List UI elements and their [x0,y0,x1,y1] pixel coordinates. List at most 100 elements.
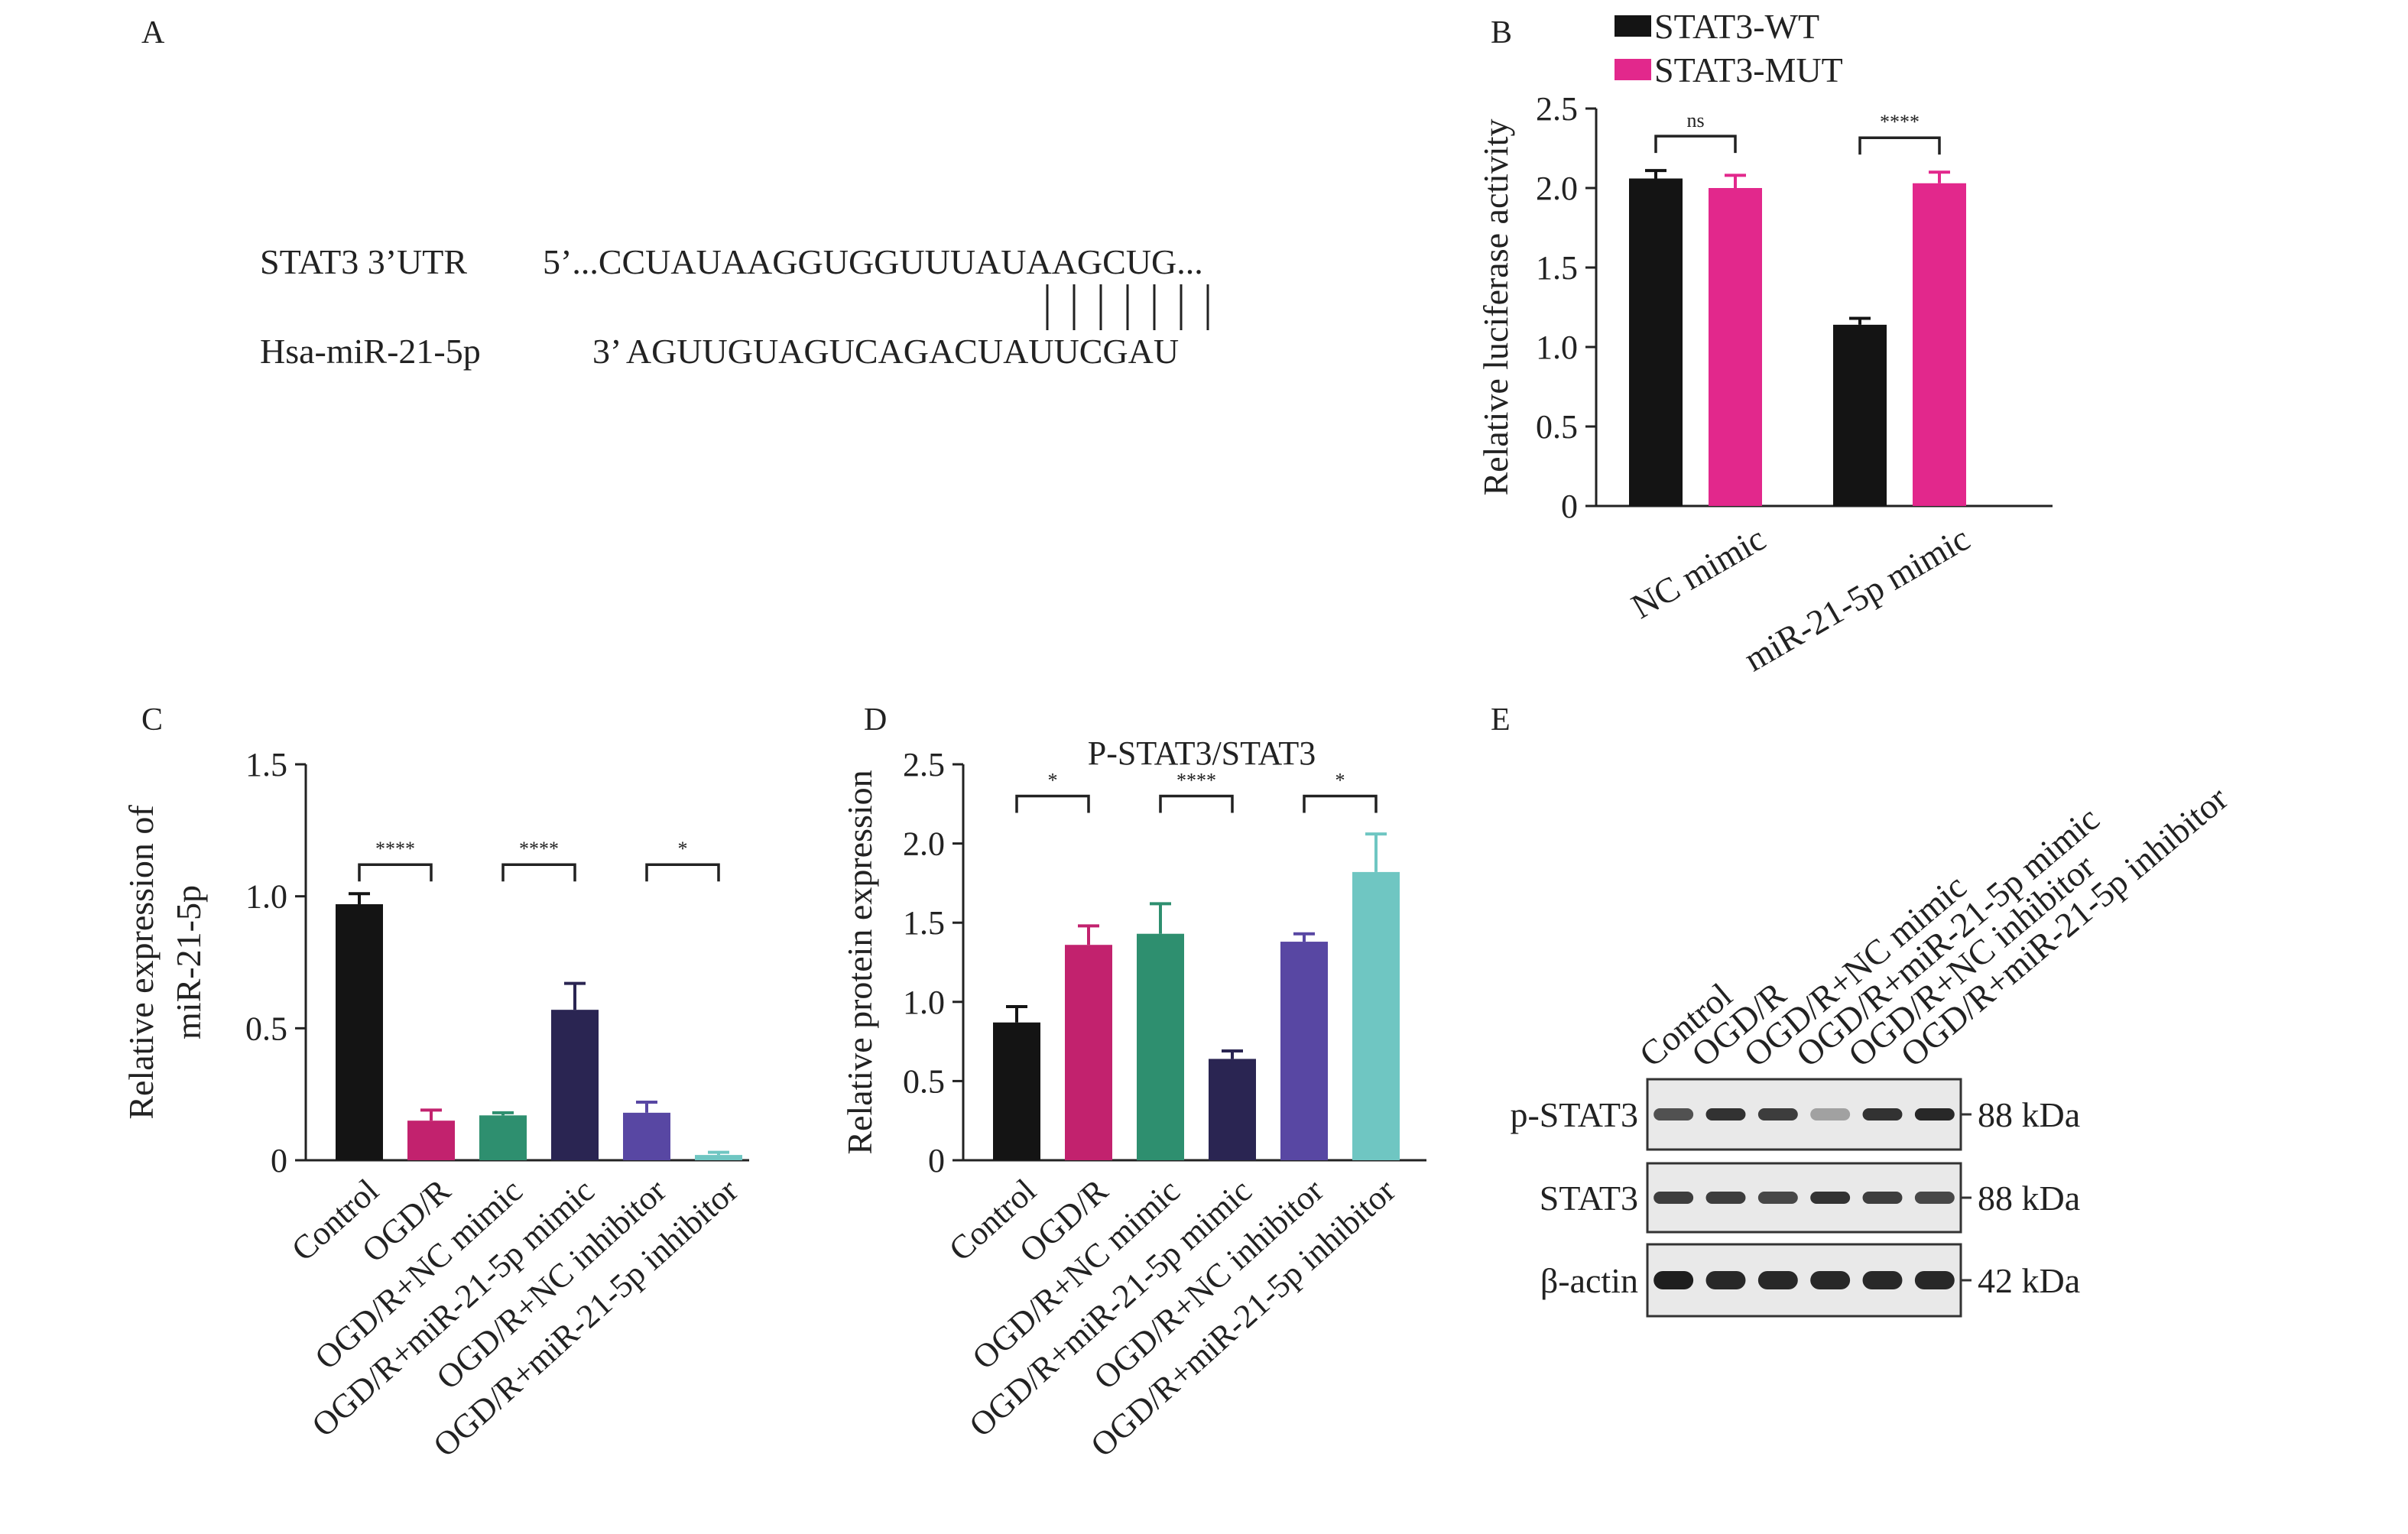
panel-letter-a: A [141,15,165,50]
significance-label: **** [519,838,559,860]
bar [993,1022,1040,1160]
protein-band [1705,1192,1746,1204]
bar [1209,1059,1256,1160]
protein-band [1862,1271,1903,1289]
protein-band [1705,1108,1746,1121]
blot-size-label: 88 kDa [1978,1095,2080,1134]
blot-size-label: 88 kDa [1978,1179,2080,1218]
protein-band [1653,1271,1694,1289]
legend-label: STAT3-WT [1654,7,1819,46]
significance-bracket [1858,136,1941,155]
y-tick-label: 1.0 [1536,329,1578,366]
significance-label: **** [1880,111,1920,133]
bar [1280,942,1328,1160]
panel-letter-c: C [141,702,163,738]
y-tick-label: 1.5 [903,904,945,942]
mirna-expression-chart: 0 0.5 1.0 1.5 Relative expression of miR-21-5… [122,746,749,1464]
panel-letter-d: D [864,702,887,738]
protein-band [1810,1271,1851,1289]
y-tick-label: 2.0 [1536,170,1578,207]
protein-band [1757,1108,1798,1121]
y-tick-label: 1.5 [245,746,287,783]
bar [1709,188,1762,506]
blot-protein-label: STAT3 [1540,1179,1638,1218]
significance-label: **** [1176,769,1216,791]
bar [1065,945,1112,1160]
protein-band [1757,1192,1798,1204]
panel-letter-b: B [1491,15,1512,50]
y-tick-label: 2.0 [903,825,945,863]
panel-letter-e: E [1491,702,1511,738]
y-tick-label: 0 [928,1142,945,1179]
chart-title: P-STAT3/STAT3 [1088,735,1316,772]
protein-band [1653,1192,1694,1204]
protein-band [1914,1271,1955,1289]
blot-frame [1646,1162,1962,1234]
significance-bracket [1159,794,1234,813]
blot-protein-label: β-actin [1540,1261,1638,1300]
legend-swatch [1615,15,1651,37]
bar [695,1155,742,1160]
significance-bracket [1015,794,1090,813]
utr-sequence: 5’...CCUAUAAGGUGGUUUAUAAGCUG... [543,242,1203,281]
significance-bracket [501,863,576,882]
base-pair-lines [1046,284,1209,330]
bar [479,1115,527,1160]
x-tick-label: NC mimic [1624,518,1772,626]
legend-swatch [1615,59,1651,80]
protein-band [1862,1108,1903,1121]
bar [623,1112,670,1160]
y-tick-label: 1.0 [903,984,945,1021]
y-axis-label: Relative protein expression [840,770,879,1154]
panel-d: D 0 0.5 1.0 1.5 2.0 2.5 Relative protein expre… [840,702,1426,1464]
protein-band [1810,1108,1851,1121]
bar [1833,324,1887,506]
bar [336,904,383,1160]
bar [1137,933,1184,1160]
bar [551,1010,599,1160]
significance-label: * [678,838,688,860]
x-tick-label: miR-21-5p mimic [1738,518,1976,679]
y-tick-label: 1.5 [1536,249,1578,287]
utr-label: STAT3 3’UTR [260,242,467,281]
protein-band [1757,1271,1798,1289]
y-axis-label: Relative expression of [122,805,161,1120]
protein-expression-chart: 0 0.5 1.0 1.5 2.0 2.5 Relative protein express… [840,735,1426,1464]
y-tick-label: 2.5 [903,746,945,783]
blot-size-label: 42 kDa [1978,1261,2080,1300]
significance-label: * [1048,769,1058,791]
blot-protein-label: p-STAT3 [1510,1095,1638,1134]
y-tick-label: 0 [1561,488,1578,525]
y-tick-label: 1.0 [245,878,287,916]
significance-bracket [645,863,720,882]
y-tick-label: 0.5 [903,1062,945,1100]
y-tick-label: 0.5 [1536,408,1578,446]
protein-band [1653,1108,1694,1121]
y-tick-label: 0 [271,1142,287,1179]
protein-band [1914,1108,1955,1121]
y-axis-label: Relative luciferase activity [1476,119,1515,496]
bar [1629,178,1683,506]
significance-label: ns [1686,109,1704,131]
significance-bracket [358,863,433,882]
significance-bracket [1303,794,1378,813]
bar [1913,183,1966,506]
y-tick-label: 0.5 [245,1010,287,1047]
protein-band [1705,1271,1746,1289]
bar [1352,871,1400,1160]
luciferase-chart: 0 0.5 1.0 1.5 2.0 2.5 Relative luciferase acti… [1476,7,2053,679]
mirna-label: Hsa-miR-21-5p [260,332,481,371]
y-tick-label: 2.5 [1536,90,1578,128]
blot-frame [1646,1078,1962,1151]
panel-a: A STAT3 3’UTR 5’...CCUAUAAGGUGGUUUAUAAGC… [141,15,1209,371]
blot-frame [1646,1243,1962,1318]
significance-label: **** [375,838,415,860]
bar [407,1121,455,1160]
significance-bracket [1654,135,1737,154]
significance-label: * [1335,769,1345,791]
legend-label: STAT3-MUT [1654,50,1843,89]
protein-band [1810,1192,1851,1204]
